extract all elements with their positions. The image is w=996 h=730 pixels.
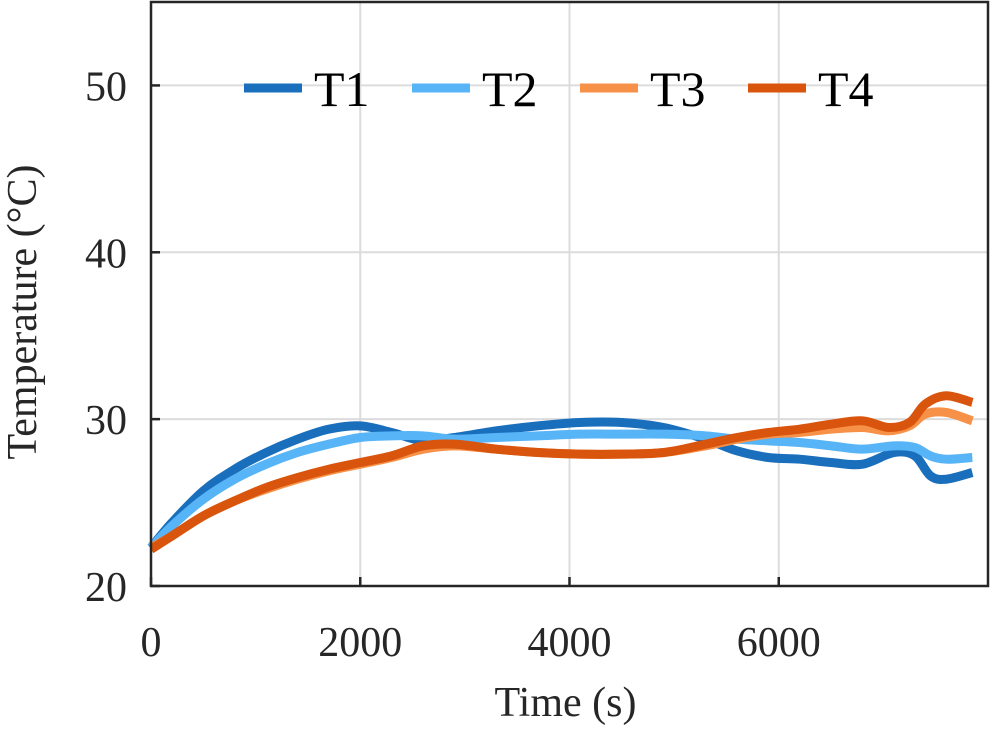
x-tick-label: 0 — [141, 620, 162, 666]
x-axis-ticks: 0 2000 4000 6000 — [141, 577, 821, 666]
y-axis-label: Temperature (°C) — [0, 165, 46, 460]
x-tick-label: 4000 — [528, 620, 612, 666]
legend-item-t1: T1 — [244, 61, 370, 117]
series-line-t4 — [148, 391, 974, 554]
y-tick-label: 30 — [85, 398, 127, 444]
y-tick-label: 20 — [85, 565, 127, 611]
x-tick-label: 6000 — [737, 620, 821, 666]
legend-label: T3 — [650, 61, 706, 117]
legend-item-t2: T2 — [412, 61, 538, 117]
legend-label: T1 — [314, 61, 370, 117]
legend-label: T4 — [818, 61, 874, 117]
series-line-t1 — [147, 417, 974, 551]
y-tick-label: 50 — [85, 64, 127, 110]
x-axis-label: Time (s) — [495, 680, 637, 726]
legend: T1 T2 T3 T4 — [244, 61, 874, 117]
series-lines — [147, 391, 974, 554]
y-tick-label: 40 — [85, 231, 127, 277]
legend-item-t3: T3 — [580, 61, 706, 117]
legend-item-t4: T4 — [748, 61, 874, 117]
x-tick-label: 2000 — [318, 620, 402, 666]
series-line-t2 — [147, 429, 973, 551]
y-axis-ticks: 20 30 40 50 — [85, 64, 160, 611]
legend-label: T2 — [482, 61, 538, 117]
